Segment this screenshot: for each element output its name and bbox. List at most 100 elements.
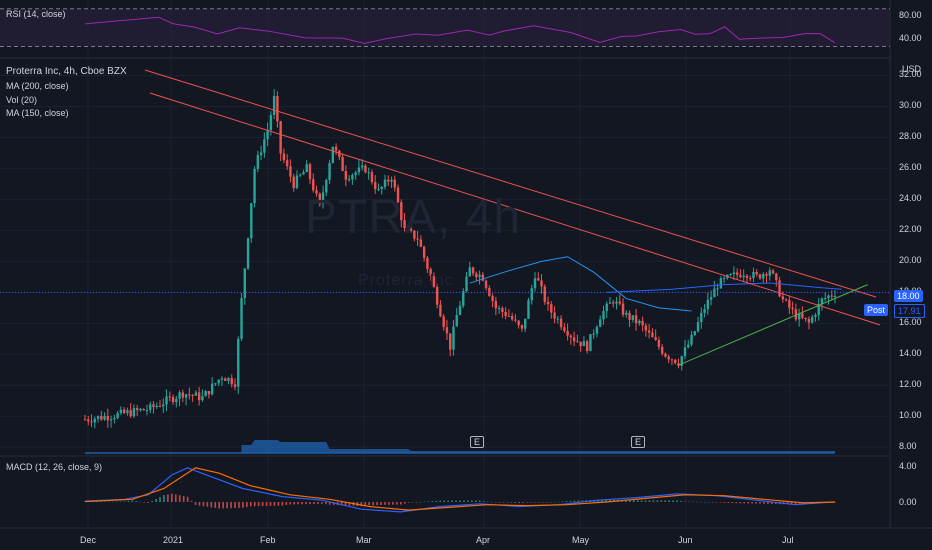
macd-histogram-bar	[727, 502, 730, 503]
candle-body	[765, 273, 768, 276]
candle-body	[810, 316, 814, 323]
macd-histogram-bar	[123, 501, 126, 503]
indicator-vol[interactable]: Vol (20)	[6, 95, 38, 105]
macd-histogram-bar	[419, 501, 422, 503]
candle-body	[755, 271, 758, 275]
macd-histogram-bar	[218, 502, 221, 509]
candle-body	[331, 146, 335, 164]
macd-histogram-bar	[431, 501, 434, 502]
candle-body	[315, 190, 318, 194]
earnings-marker[interactable]: E	[470, 436, 485, 448]
candle-body	[674, 359, 677, 364]
symbol-title[interactable]: Proterra Inc, 4h, Cboe BZX	[6, 66, 127, 77]
candle-body	[719, 278, 723, 289]
macd-histogram-bar	[380, 502, 382, 505]
x-tick-label: Jul	[782, 535, 794, 545]
candle-body	[579, 341, 582, 347]
candlestick-series	[83, 88, 837, 429]
candle-body	[621, 303, 625, 315]
macd-histogram-bar	[368, 502, 371, 506]
macd-histogram-bar	[786, 502, 789, 505]
macd-histogram-bar	[652, 500, 655, 502]
indicator-ma150[interactable]: MA (150, close)	[6, 108, 69, 118]
y-tick-label: 22.00	[899, 224, 922, 235]
rsi-label[interactable]: RSI (14, close)	[6, 9, 66, 19]
candle-body	[266, 130, 269, 140]
candle-body	[634, 315, 638, 324]
macd-histogram-bar	[399, 502, 402, 505]
candle-body	[135, 408, 139, 411]
candle-body	[553, 312, 556, 319]
candle-body	[804, 317, 807, 320]
ma150-line	[469, 256, 692, 312]
macd-histogram-bar	[293, 502, 296, 505]
macd-histogram-bar	[396, 502, 398, 505]
candle-body	[318, 193, 321, 205]
macd-histogram-bar	[743, 502, 746, 504]
macd-histogram-bar	[538, 502, 540, 503]
x-tick-label: May	[572, 535, 590, 545]
resistance-line	[144, 69, 877, 298]
candle-body	[259, 152, 263, 155]
candle-body	[93, 418, 96, 423]
candle-body	[628, 312, 631, 320]
macd-histogram-bar	[502, 502, 505, 503]
candle-body	[784, 299, 788, 301]
earnings-marker[interactable]: E	[631, 436, 646, 448]
macd-histogram-bar	[253, 502, 256, 507]
candle-body	[168, 396, 171, 398]
x-tick-label: Jun	[678, 535, 693, 545]
candle-body	[299, 174, 302, 176]
watermark-symbol: PTRA, 4h	[305, 191, 522, 244]
macd-histogram-bar	[257, 502, 260, 507]
macd-histogram-bar	[668, 500, 671, 502]
macd-histogram-bar	[459, 500, 461, 502]
candle-body	[396, 187, 400, 203]
macd-histogram-bar	[107, 501, 110, 503]
macd-histogram-bar	[664, 500, 667, 502]
macd-histogram-bar	[601, 499, 603, 502]
candle-body	[615, 301, 618, 304]
candle-body	[550, 304, 553, 313]
candle-body	[87, 419, 90, 422]
candle-body	[817, 303, 820, 316]
candle-body	[471, 267, 475, 274]
candle-body	[537, 278, 540, 281]
candle-body	[406, 228, 410, 230]
candle-body	[191, 394, 194, 396]
macd-histogram-bar	[628, 500, 631, 502]
candle-body	[422, 246, 426, 258]
candle-body	[132, 408, 136, 417]
candle-body	[214, 383, 217, 385]
candle-body	[820, 298, 824, 304]
macd-histogram-bar	[277, 502, 280, 506]
candle-body	[119, 409, 123, 414]
macd-histogram-bar	[581, 500, 584, 502]
candle-body	[194, 392, 198, 396]
candle-body	[122, 409, 126, 414]
candle-body	[533, 278, 537, 289]
candle-body	[224, 378, 227, 381]
candle-body	[540, 280, 543, 287]
y-tick-label: 14.00	[899, 348, 922, 359]
candle-body	[687, 344, 690, 348]
candle-body	[188, 394, 191, 396]
candle-body	[752, 271, 755, 279]
candle-body	[145, 409, 149, 411]
macd-histogram-bar	[427, 501, 430, 502]
candle-body	[644, 325, 648, 331]
macd-histogram-bar	[297, 502, 299, 505]
macd-label[interactable]: MACD (12, 26, close, 9)	[6, 462, 103, 472]
candle-body	[416, 238, 419, 240]
macd-histogram-bar	[119, 501, 122, 503]
indicator-ma200[interactable]: MA (200, close)	[6, 81, 69, 91]
macd-histogram-bar	[486, 501, 489, 503]
candle-body	[458, 305, 462, 315]
post-label: Post	[864, 304, 889, 316]
candle-body	[791, 307, 794, 310]
candle-body	[481, 274, 485, 281]
candle-body	[683, 347, 687, 357]
candle-body	[546, 301, 550, 305]
x-tick-label: Dec	[80, 535, 97, 545]
